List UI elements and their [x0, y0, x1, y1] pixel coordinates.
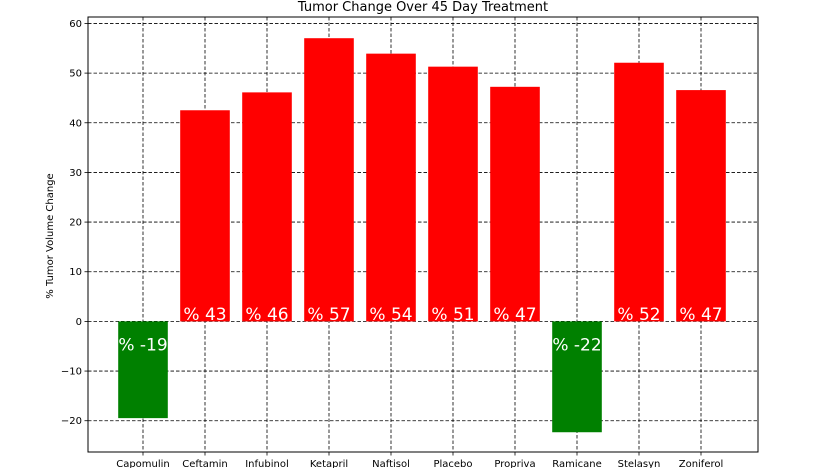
axis-ticks: −20 −10 0 10 20 30 40 50 60 Capomulin Ceftamin Infu… [61, 19, 723, 468]
chart-title: Tumor Change Over 45 Day Treatment [297, 0, 548, 15]
x-tick-label: Infubinol [245, 459, 289, 468]
bar-stelasyn [614, 62, 664, 322]
x-tick-label: Ceftamin [182, 459, 227, 468]
data-label: % 57 [307, 305, 350, 325]
plot-area-frame [87, 16, 759, 453]
y-axis-label: % Tumor Volume Change [45, 173, 56, 298]
y-tick-label: −10 [61, 367, 82, 378]
bar-propriva [490, 86, 540, 322]
x-tick-label: Capomulin [116, 459, 170, 468]
data-label: % -19 [118, 335, 167, 355]
y-tick-label: 40 [69, 118, 82, 129]
bar-ramicane [552, 321, 602, 433]
data-label: % 46 [245, 305, 288, 325]
bar-naftisol [366, 53, 416, 322]
x-tick-label: Ramicane [552, 459, 602, 468]
x-tick-label: Ketapril [310, 459, 348, 468]
data-label: % 52 [617, 305, 660, 325]
bar-capomulin [118, 321, 168, 419]
bar-ketapril [304, 38, 354, 322]
data-labels: % -19 % 43 % 46 % 57 % 54 % 51 % 47 % -22 % 52 % … [118, 305, 722, 356]
y-tick-label: 20 [69, 218, 82, 229]
data-label: % -22 [552, 335, 601, 355]
data-label: % 47 [679, 305, 722, 325]
y-tick-label: 0 [76, 317, 82, 328]
y-tick-label: 10 [69, 267, 82, 278]
y-tick-label: 60 [69, 19, 82, 30]
x-tick-label: Propriva [494, 459, 535, 468]
y-tick-label: −20 [61, 416, 82, 427]
x-tick-label: Placebo [433, 459, 472, 468]
x-tick-label: Naftisol [372, 459, 410, 468]
bar-placebo [428, 66, 478, 322]
y-tick-label: 30 [69, 168, 82, 179]
x-tick-label: Zoniferol [679, 459, 724, 468]
y-tick-label: 50 [69, 69, 82, 80]
x-tick-label: Stelasyn [618, 459, 661, 468]
bars [118, 38, 726, 433]
bar-ceftamin [180, 110, 230, 322]
data-label: % 51 [431, 305, 474, 325]
data-label: % 47 [493, 305, 536, 325]
bar-zoniferol [676, 90, 726, 322]
data-label: % 43 [183, 305, 226, 325]
bar-infubinol [242, 92, 292, 322]
data-label: % 54 [369, 305, 412, 325]
